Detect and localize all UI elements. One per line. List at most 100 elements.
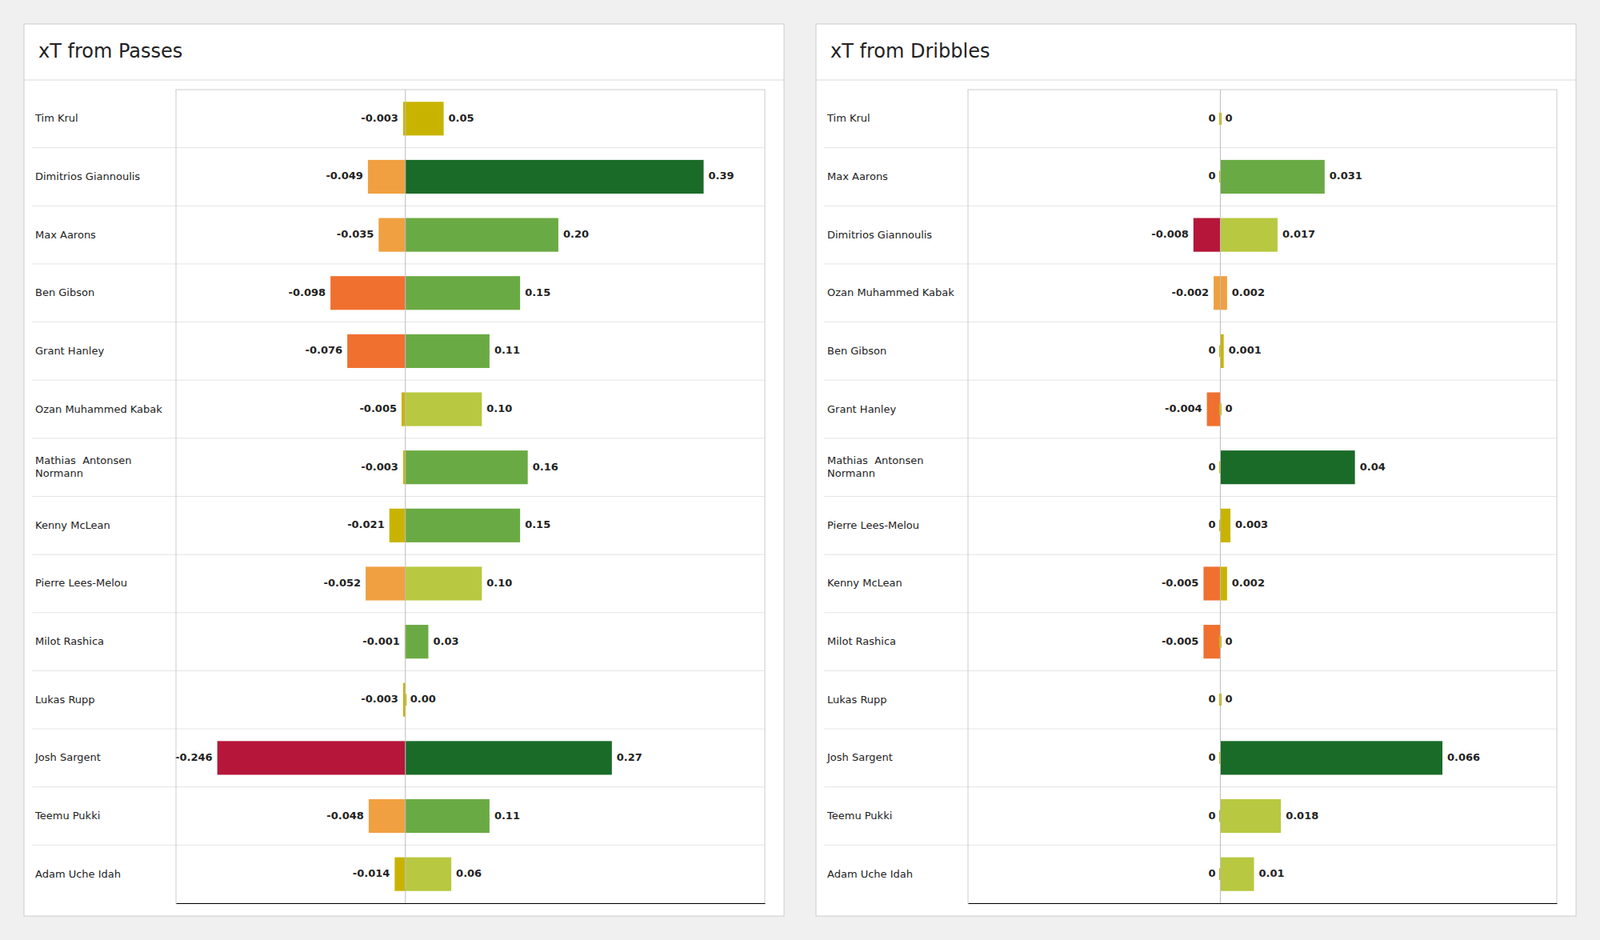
data-label: 0: [1208, 518, 1216, 531]
data-label: -0.021: [347, 518, 385, 531]
data-labels: -0.003-0.049-0.035-0.098-0.076-0.005-0.0…: [175, 112, 735, 880]
category-label-line: Teemu Pukki: [34, 809, 100, 822]
bar: [405, 101, 444, 136]
panel: xT from Passes -0.003-0.049-0.035-0.098-0…: [24, 24, 784, 916]
data-label: 0.15: [524, 518, 551, 531]
row-separator: [32, 205, 765, 207]
category-label-line: Milot Rashica: [827, 635, 896, 648]
category-label-line: Pierre Lees-Melou: [827, 518, 920, 531]
category-label-line: Tim Krul: [826, 112, 871, 124]
data-label: 0.06: [456, 867, 482, 880]
row-separator: [824, 437, 1557, 439]
data-label: 0.16: [532, 460, 559, 473]
row-separator: [824, 554, 1557, 556]
category-label: Ozan Muhammed Kabak: [827, 286, 955, 299]
bar: [1203, 624, 1220, 659]
data-label: -0.048: [326, 809, 364, 822]
category-label-line: Dimitrios Giannoulis: [35, 169, 140, 182]
data-label: 0.10: [486, 576, 512, 589]
data-label: 0.017: [1282, 228, 1316, 240]
axis-line: [968, 903, 1558, 904]
category-labels: Tim Krul Max Aarons Dimitrios Giannoulis Oz…: [826, 112, 955, 880]
bar: [394, 857, 405, 892]
category-label: Mathias AntonsenNormann: [35, 454, 132, 480]
bar: [1220, 276, 1227, 310]
category-label: Max Aarons: [35, 228, 96, 240]
row-separators: [824, 148, 1557, 846]
data-label: 0.003: [1235, 518, 1268, 531]
row-separator: [32, 612, 765, 613]
data-label: -0.005: [1161, 635, 1200, 648]
data-label: -0.002: [1172, 286, 1210, 299]
data-label: 0: [1224, 112, 1232, 124]
row-separator: [824, 380, 1557, 381]
bar: [1220, 334, 1224, 368]
chart-title: xT from Passes: [38, 40, 183, 63]
bars: [1193, 112, 1443, 892]
data-label: -0.001: [362, 635, 400, 648]
row-separator: [32, 496, 765, 497]
data-label: 0: [1208, 692, 1216, 705]
data-labels: 00-0.008-0.0020-0.00400-0.005-0.00500000…: [1151, 112, 1480, 880]
zero-line: [404, 89, 406, 904]
data-label: 0.20: [563, 228, 589, 240]
row-separator: [824, 263, 1557, 264]
data-label: -0.003: [360, 460, 399, 473]
data-label: -0.098: [288, 286, 327, 299]
category-label-line: Ben Gibson: [827, 344, 887, 356]
data-label: 0.066: [1447, 751, 1480, 764]
row-separators: [32, 148, 765, 846]
category-labels: Tim KrulDimitrios GiannoulisMax AaronsBe…: [34, 112, 163, 880]
bar: [1220, 857, 1254, 892]
bar: [405, 218, 559, 252]
category-label: Teemu Pukki: [826, 809, 892, 822]
data-label: -0.004: [1164, 402, 1203, 415]
bar: [368, 799, 406, 833]
data-label: 0: [1224, 635, 1232, 648]
chart-title: xT from Dribbles: [830, 40, 990, 63]
data-label: 0.001: [1228, 344, 1262, 356]
data-label: -0.003: [360, 112, 399, 124]
bar: [405, 276, 520, 310]
category-label: Ben Gibson: [827, 344, 887, 356]
bar: [368, 160, 406, 194]
category-label: Pierre Lees-Melou: [827, 518, 920, 531]
category-label: Mathias AntonsenNormann: [827, 454, 924, 480]
data-label: 0: [1208, 169, 1216, 182]
category-label-line: Kenny McLean: [827, 576, 903, 589]
data-label: 0: [1208, 112, 1216, 124]
category-label-line: Max Aarons: [35, 228, 96, 240]
row-separator: [32, 380, 765, 381]
row-separator: [824, 786, 1557, 788]
bar: [405, 566, 483, 600]
bar: [401, 392, 406, 426]
category-label: Dimitrios Giannoulis: [827, 228, 932, 240]
row-separator: [32, 844, 765, 846]
category-label: Lukas Rupp: [827, 692, 888, 705]
category-label: Josh Sargent: [34, 751, 101, 764]
bar: [1220, 566, 1227, 600]
bar: [1220, 740, 1443, 775]
category-label-line: Max Aarons: [827, 169, 888, 182]
chart-canvas: xT from Passes -0.003-0.049-0.035-0.098-0…: [0, 0, 1600, 940]
bar: [1220, 799, 1281, 833]
x-axis: [968, 903, 1558, 904]
axis-line: [176, 903, 766, 904]
category-label-line: Lukas Rupp: [35, 692, 96, 705]
row-separator: [32, 437, 765, 439]
title-separator: [24, 80, 784, 81]
category-label: Grant Hanley: [35, 344, 104, 356]
plot-frame: [176, 89, 765, 904]
bar: [1220, 160, 1324, 194]
plot-area: -0.003-0.049-0.035-0.098-0.076-0.005-0.0…: [32, 89, 766, 904]
row-separator: [32, 554, 765, 556]
category-label-line: Adam Uche Idah: [827, 867, 913, 880]
bar: [1193, 218, 1221, 252]
data-label: 0.15: [524, 286, 551, 299]
category-label: Kenny McLean: [35, 518, 111, 531]
row-separator: [824, 728, 1557, 730]
data-label: 0: [1224, 692, 1232, 705]
data-label: 0.39: [708, 169, 735, 182]
row-separator: [824, 321, 1557, 323]
data-label: 0: [1208, 460, 1216, 473]
